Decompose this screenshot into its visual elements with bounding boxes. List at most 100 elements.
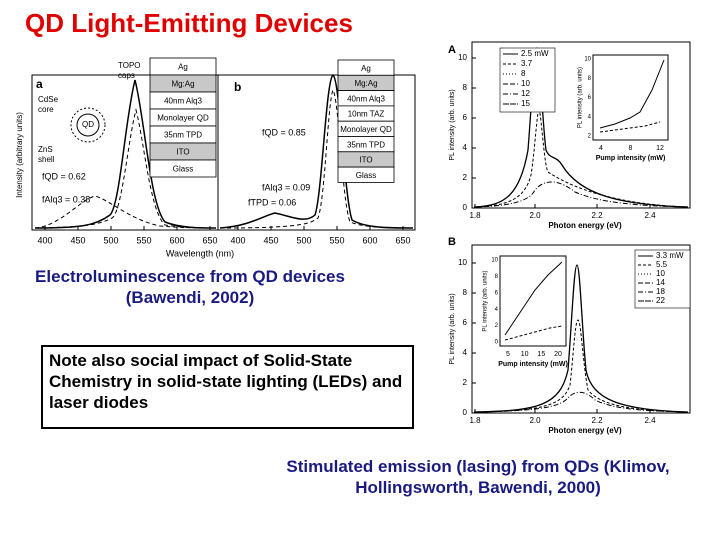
label: 2.0 (529, 416, 541, 425)
label: ITO (176, 148, 189, 157)
label: PL intensity (arb. units) (578, 67, 584, 128)
label: ZnS (38, 145, 53, 154)
inset-curve (504, 261, 563, 336)
qd-sketch (70, 107, 106, 143)
label: 35nm TPD (164, 131, 202, 140)
label: 10 (584, 57, 591, 63)
inset-curve (599, 121, 661, 133)
label: Mg:Ag (354, 79, 377, 88)
legend-box (499, 47, 556, 113)
label: 8 (495, 274, 499, 280)
label: CdSe (38, 95, 59, 104)
label: Monolayer QD (340, 125, 392, 134)
pl-curve (473, 109, 689, 208)
label: 10 (521, 79, 530, 88)
label: Mg:Ag (171, 80, 194, 89)
label: 6 (495, 290, 499, 296)
label: 2 (588, 134, 592, 140)
label: 8 (521, 69, 526, 78)
label: 6 (463, 318, 468, 327)
label: caps (118, 71, 135, 80)
label: 10 (656, 269, 665, 278)
inset-curve (504, 325, 563, 341)
plot-frame (471, 41, 691, 209)
label: 4 (463, 348, 468, 357)
label: 15 (521, 99, 530, 108)
label: 1.8 (469, 211, 481, 220)
spectrum-curve (34, 108, 217, 229)
label: fAlq3 = 0.38 (42, 194, 90, 204)
label: 10 (491, 258, 498, 264)
label: 400 (230, 235, 245, 245)
label: 5.5 (656, 260, 668, 269)
label: Pump intensity (mW) (596, 155, 666, 162)
label: 10 (458, 53, 467, 62)
label: 2.0 (529, 211, 541, 220)
label: 10 (458, 258, 467, 267)
label: 6 (463, 113, 468, 122)
label: 2.2 (591, 416, 603, 425)
label: Intensity (arbitrary units) (15, 112, 24, 198)
label: Pump intensity (mW) (498, 361, 568, 368)
label: PL intensity (arb. units) (449, 89, 456, 160)
label: 4 (588, 114, 592, 120)
label: 8 (629, 145, 633, 152)
label: 40nm Alq3 (164, 97, 202, 106)
label: 20 (554, 351, 562, 358)
pl-curve (473, 391, 689, 413)
inset-frame (592, 54, 669, 141)
label: Photon energy (eV) (548, 221, 622, 230)
label: 450 (263, 235, 278, 245)
label: 2.4 (644, 416, 656, 425)
layer-box (337, 166, 395, 183)
label: Ag (361, 64, 371, 73)
plot-frame (471, 244, 691, 414)
label: 600 (169, 235, 184, 245)
label: 40nm Alq3 (347, 94, 385, 103)
label: 6 (588, 95, 592, 101)
label: Glass (356, 171, 376, 180)
label: 14 (656, 278, 665, 287)
label: 400 (37, 235, 52, 245)
pl-curve (473, 264, 689, 413)
layer-box (149, 159, 217, 178)
label: 22 (656, 296, 665, 305)
label: a (36, 77, 43, 91)
label: 18 (656, 287, 665, 296)
qd-sketch (76, 113, 100, 137)
label: 0 (463, 408, 468, 417)
label: 8 (463, 83, 468, 92)
label: 3.7 (521, 59, 533, 68)
caption: Electroluminescence from QD devices (Baw… (35, 267, 345, 307)
label: 10nm TAZ (348, 110, 385, 119)
label: Photon energy (eV) (548, 426, 622, 435)
label: TOPO (118, 61, 141, 70)
label: Wavelength (nm) (166, 248, 234, 258)
label: 10 (521, 351, 529, 358)
label: b (234, 80, 241, 94)
label: 0 (495, 340, 499, 346)
label: Ag (178, 63, 188, 72)
label: fQD = 0.62 (42, 171, 86, 181)
spectrum-curve (34, 195, 217, 229)
label: 1.8 (469, 416, 481, 425)
label: 600 (362, 235, 377, 245)
label: 2.2 (591, 211, 603, 220)
spectrum-curve (34, 79, 217, 229)
label: A (448, 44, 456, 56)
inset-frame (499, 255, 567, 347)
pl-curve (473, 181, 689, 208)
slide-title: QD Light-Emitting Devices (25, 8, 353, 38)
label: PL intensity (arb. units) (449, 293, 456, 364)
label: 500 (103, 235, 118, 245)
label: 8 (463, 288, 468, 297)
label: B (448, 236, 456, 248)
label: PL intensity (arb. units) (483, 270, 489, 331)
pl-curve (473, 319, 689, 413)
label: 4 (463, 143, 468, 152)
label: 12 (521, 89, 530, 98)
plot-frame (217, 74, 416, 231)
label: 550 (136, 235, 151, 245)
